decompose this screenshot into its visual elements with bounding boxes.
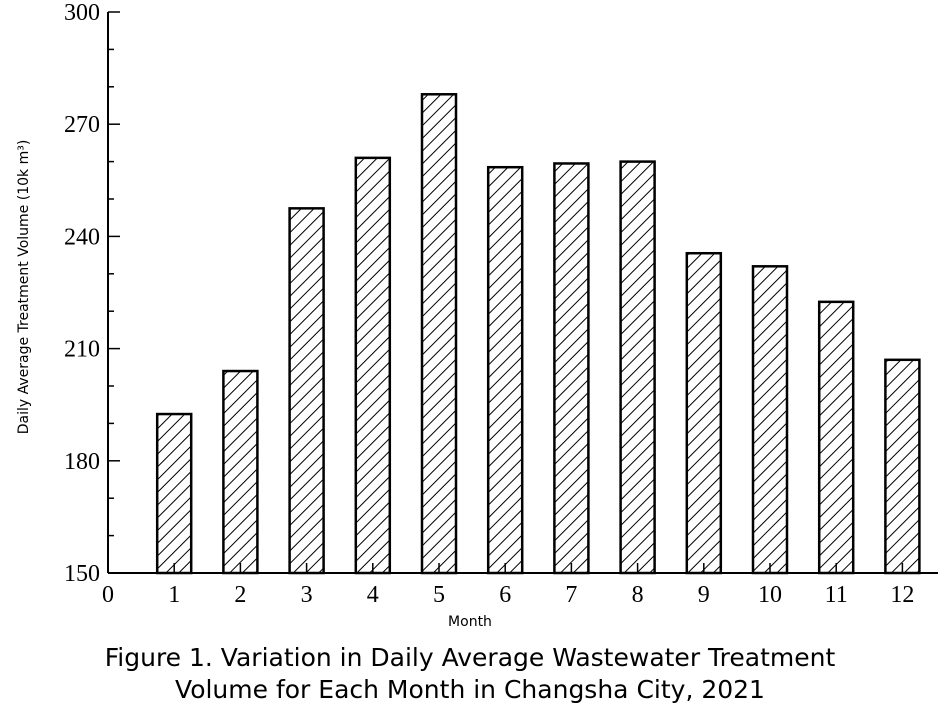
y-tick-label: 240: [64, 224, 100, 250]
x-tick-label: 11: [825, 582, 848, 608]
y-tick-label: 180: [64, 449, 100, 475]
bar-month-4: [354, 156, 392, 575]
y-tick-label: 150: [64, 561, 100, 587]
x-tick-label: 3: [301, 582, 313, 608]
y-tick-label: 210: [64, 337, 100, 363]
bar-month-5: [420, 93, 458, 575]
x-origin-label: 0: [102, 582, 114, 608]
x-tick-label: 7: [565, 582, 577, 608]
y-ticks-group: 150 180 210 240 270 300: [64, 0, 120, 587]
caption-line-1: Figure 1. Variation in Daily Average Was…: [104, 643, 836, 672]
bar-month-12: [884, 358, 921, 575]
x-tick-label: 10: [758, 582, 782, 608]
x-tick-label: 8: [632, 582, 644, 608]
x-tick-label: 1: [168, 582, 180, 608]
y-tick-label: 300: [64, 0, 100, 26]
y-axis-title: Daily Average Treatment Volume (10k m³): [16, 140, 32, 435]
bar-month-1: [155, 412, 193, 575]
x-tick-label: 12: [890, 582, 914, 608]
bar-month-11: [817, 300, 855, 575]
bar-month-3: [288, 207, 325, 575]
axes-group: [107, 12, 938, 574]
bar-month-6: [486, 165, 524, 575]
bar-month-7: [553, 162, 590, 575]
x-tick-label: 4: [367, 582, 379, 608]
x-tick-label: 5: [433, 582, 445, 608]
x-axis-title: Month: [448, 614, 492, 630]
bars-group: [155, 93, 921, 575]
x-tick-label: 2: [234, 582, 246, 608]
bar-month-8: [619, 160, 656, 575]
caption-line-2: Volume for Each Month in Changsha City, …: [175, 675, 765, 704]
bar-month-2: [222, 369, 259, 575]
figure-caption: Figure 1. Variation in Daily Average Was…: [0, 642, 940, 706]
bar-month-9: [685, 251, 723, 575]
y-tick-label: 270: [64, 112, 100, 138]
x-tick-label: 9: [698, 582, 710, 608]
bar-month-10: [751, 265, 789, 575]
x-ticks-group: 0 1 2 3 4 5 6 7 8 9 10 11 12: [102, 563, 914, 608]
x-tick-label: 6: [499, 582, 511, 608]
